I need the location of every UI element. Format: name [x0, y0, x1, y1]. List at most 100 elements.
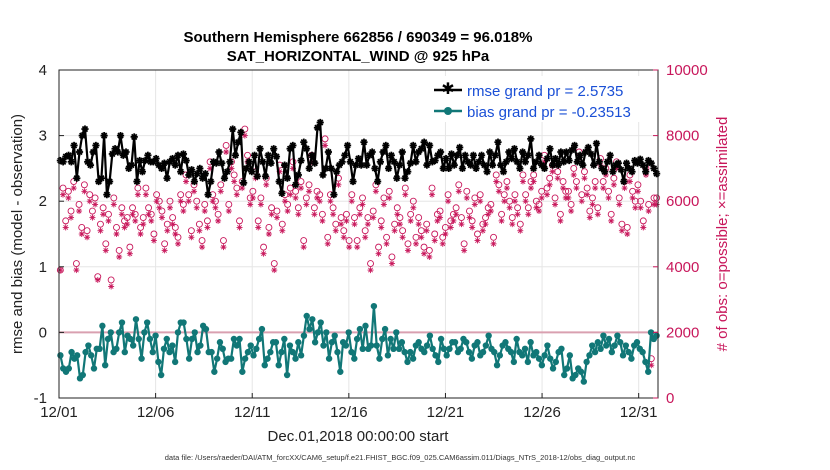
- obs-assimilated-point: [439, 240, 446, 247]
- obs-possible-point: [399, 227, 407, 235]
- rmse-point: [568, 146, 576, 154]
- obs-assimilated-point: [364, 221, 371, 228]
- rmse-point: [190, 177, 198, 186]
- rmse-point: [308, 151, 316, 159]
- obs-assimilated-point: [495, 188, 502, 195]
- obs-assimilated-point: [418, 234, 425, 241]
- obs-assimilated-point: [533, 204, 540, 211]
- bias-point: [645, 368, 652, 375]
- bias-point: [303, 312, 310, 320]
- rmse-point: [316, 118, 324, 127]
- bias-point: [552, 358, 560, 366]
- obs-assimilated-point: [102, 247, 109, 254]
- legend-rmse-marker: ✱: [441, 81, 454, 98]
- obs-assimilated-point: [100, 211, 107, 218]
- obs-assimilated-point: [169, 221, 176, 228]
- obs-assimilated-point: [560, 185, 567, 192]
- obs-assimilated-point: [600, 185, 607, 192]
- obs-possible-point: [62, 217, 70, 225]
- bias-point: [653, 332, 660, 339]
- bias-point: [149, 348, 156, 356]
- bias-point: [538, 362, 546, 369]
- rmse-point: [163, 174, 171, 182]
- bias-point: [614, 332, 621, 339]
- rmse-point: [458, 164, 467, 172]
- bias-point: [493, 362, 501, 369]
- rmse-point: [546, 145, 554, 153]
- obs-possible-point: [551, 194, 559, 202]
- obs-assimilated-point: [142, 191, 149, 198]
- rmse-point: [278, 189, 286, 197]
- obs-possible-point: [367, 260, 374, 267]
- rmse-point: [89, 148, 97, 156]
- obs-possible-point: [270, 260, 278, 267]
- obs-assimilated-point: [463, 194, 470, 201]
- obs-assimilated-point: [174, 240, 181, 247]
- bias-point: [558, 345, 565, 352]
- bias-point: [393, 329, 400, 336]
- obs-assimilated-point: [386, 194, 393, 201]
- bias-point: [65, 365, 72, 372]
- obs-assimilated-point: [217, 188, 224, 195]
- rmse-point: [486, 148, 494, 156]
- rmse-point: [426, 141, 434, 150]
- rmse-point: [398, 148, 406, 156]
- obs-assimilated-point: [519, 178, 526, 185]
- obs-possible-point: [572, 178, 580, 185]
- rmse-point: [472, 164, 480, 172]
- obs-possible-point: [139, 214, 147, 222]
- bias-point: [183, 335, 190, 343]
- obs-assimilated-point: [225, 208, 232, 215]
- bias-point: [580, 378, 588, 385]
- obs-possible-point: [605, 187, 612, 195]
- bias-point: [275, 362, 282, 369]
- bias-point: [485, 332, 492, 339]
- rmse-point: [305, 164, 313, 172]
- obs-assimilated-point: [447, 224, 454, 231]
- obs-assimilated-point: [437, 214, 444, 221]
- obs-possible-point: [193, 197, 201, 205]
- rmse-point: [521, 158, 529, 166]
- y-right-tick-label: 4000: [666, 259, 699, 276]
- rmse-point: [423, 161, 431, 169]
- bias-point: [496, 352, 504, 359]
- bias-point: [426, 332, 434, 339]
- rmse-point: [270, 145, 278, 153]
- obs-assimilated-point: [295, 211, 302, 218]
- obs-assimilated-point: [362, 234, 369, 241]
- obs-assimilated-point: [356, 211, 363, 218]
- bias-point: [395, 345, 403, 352]
- obs-possible-point: [123, 214, 131, 222]
- bias-point: [334, 348, 341, 356]
- bias-point: [331, 332, 338, 339]
- obs-possible-point: [490, 233, 497, 241]
- bias-point: [423, 342, 431, 349]
- rmse-point: [81, 125, 89, 133]
- bias-point: [292, 355, 299, 362]
- obs-assimilated-point: [81, 188, 88, 195]
- obs-possible-point: [86, 191, 94, 199]
- bias-point: [185, 355, 193, 362]
- bias-point: [597, 345, 604, 352]
- obs-possible-point: [214, 210, 222, 218]
- obs-possible-point: [78, 223, 86, 231]
- obs-possible-point: [318, 210, 326, 218]
- obs-possible-point: [115, 246, 123, 254]
- bias-point: [502, 339, 509, 346]
- rmse-point: [152, 154, 160, 163]
- bias-point: [104, 335, 112, 343]
- bias-point: [642, 358, 649, 366]
- y-tick-label: 1: [39, 259, 47, 276]
- bias-point: [129, 342, 137, 349]
- rmse-point: [130, 133, 138, 141]
- rmse-point: [86, 161, 95, 169]
- rmse-point: [122, 148, 130, 156]
- rmse-point: [642, 168, 650, 176]
- bias-point: [628, 355, 635, 362]
- bias-point: [591, 348, 599, 356]
- obs-assimilated-point: [335, 181, 342, 188]
- rmse-point: [376, 158, 384, 166]
- rmse-point: [639, 161, 647, 169]
- rmse-point: [499, 168, 508, 176]
- obs-possible-point: [230, 171, 238, 179]
